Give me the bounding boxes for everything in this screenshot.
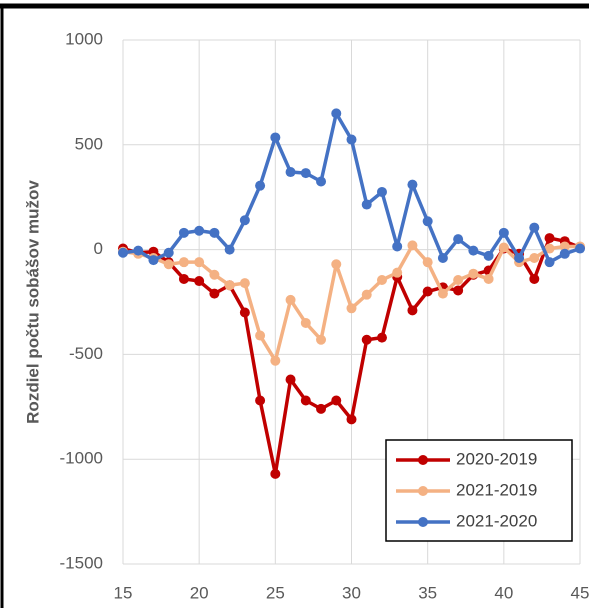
- data-point: [453, 234, 464, 245]
- data-point: [346, 414, 357, 425]
- data-point: [163, 247, 174, 258]
- data-point: [194, 257, 205, 268]
- x-tick-label: 40: [494, 583, 513, 602]
- data-point: [239, 215, 250, 226]
- data-point: [468, 268, 479, 279]
- data-point: [270, 355, 281, 366]
- data-point: [468, 245, 479, 256]
- data-point: [148, 255, 159, 266]
- legend: 2020-2019 2021-2019 2021-2020: [385, 439, 573, 542]
- plot: [118, 108, 585, 479]
- data-point: [453, 274, 464, 285]
- data-point: [133, 245, 144, 256]
- data-point: [300, 168, 311, 179]
- data-point: [376, 186, 387, 197]
- data-point: [331, 108, 342, 119]
- data-point: [514, 252, 525, 263]
- y-tick-label: -500: [69, 344, 103, 363]
- data-point: [209, 288, 220, 299]
- data-point: [559, 248, 570, 259]
- data-point: [361, 289, 372, 300]
- data-point: [270, 468, 281, 479]
- y-axis-label: Rozdiel počtu sobášov mužov: [23, 180, 42, 424]
- data-point: [285, 374, 296, 385]
- data-point: [316, 403, 327, 414]
- data-point: [316, 334, 327, 345]
- data-point: [453, 285, 464, 296]
- data-point: [376, 332, 387, 343]
- legend-marker: [418, 455, 428, 465]
- data-point: [544, 257, 555, 268]
- data-point: [255, 180, 266, 191]
- data-point: [285, 294, 296, 305]
- data-point: [346, 134, 357, 145]
- legend-marker: [418, 517, 428, 527]
- data-point: [255, 395, 266, 406]
- data-point: [194, 276, 205, 287]
- data-point: [529, 222, 540, 233]
- data-point: [224, 280, 235, 291]
- data-point: [559, 241, 570, 252]
- data-point: [194, 225, 205, 236]
- data-point: [300, 395, 311, 406]
- data-point: [178, 227, 189, 238]
- data-point: [529, 252, 540, 263]
- y-tick-label: -1000: [60, 449, 103, 468]
- x-tick-label: 45: [571, 583, 589, 602]
- data-point: [361, 334, 372, 345]
- data-point: [118, 247, 128, 258]
- data-point: [422, 216, 433, 227]
- data-point: [178, 273, 189, 284]
- data-point: [407, 179, 418, 190]
- x-tick-label: 35: [418, 583, 437, 602]
- data-point: [361, 199, 372, 210]
- x-tick-label: 20: [190, 583, 209, 602]
- data-point: [316, 176, 327, 187]
- data-point: [209, 227, 220, 238]
- data-point: [529, 273, 540, 284]
- data-point: [437, 288, 448, 299]
- y-tick-label: 500: [75, 134, 103, 153]
- data-point: [239, 278, 250, 289]
- x-tick-label: 30: [342, 583, 361, 602]
- data-point: [346, 303, 357, 314]
- data-point: [285, 167, 296, 178]
- data-point: [209, 269, 220, 280]
- y-tick-label: 0: [94, 239, 103, 258]
- data-point: [483, 273, 494, 284]
- data-point: [331, 395, 342, 406]
- data-point: [178, 257, 189, 268]
- y-tick-label: 1000: [65, 29, 103, 48]
- legend-label: 2021-2020: [456, 511, 537, 530]
- data-point: [498, 227, 509, 238]
- legend-marker: [418, 486, 428, 496]
- data-point: [407, 240, 418, 251]
- data-point: [544, 233, 555, 244]
- data-point: [483, 250, 494, 261]
- data-point: [300, 317, 311, 328]
- data-point: [575, 243, 585, 254]
- data-point: [422, 257, 433, 268]
- data-point: [376, 274, 387, 285]
- data-point: [392, 241, 403, 252]
- data-point: [437, 252, 448, 263]
- legend-label: 2021-2019: [456, 480, 537, 499]
- y-tick-label: -1500: [60, 553, 103, 572]
- data-point: [498, 242, 509, 253]
- data-point: [224, 244, 235, 255]
- data-point: [407, 305, 418, 316]
- data-point: [255, 330, 266, 341]
- x-tick-label: 15: [114, 583, 133, 602]
- data-point: [392, 267, 403, 278]
- data-point: [422, 286, 433, 297]
- data-point: [239, 307, 250, 318]
- data-point: [270, 132, 281, 143]
- legend-label: 2020-2019: [456, 449, 537, 468]
- data-point: [544, 243, 555, 254]
- x-tick-label: 25: [266, 583, 285, 602]
- data-point: [163, 259, 174, 270]
- data-point: [331, 259, 342, 270]
